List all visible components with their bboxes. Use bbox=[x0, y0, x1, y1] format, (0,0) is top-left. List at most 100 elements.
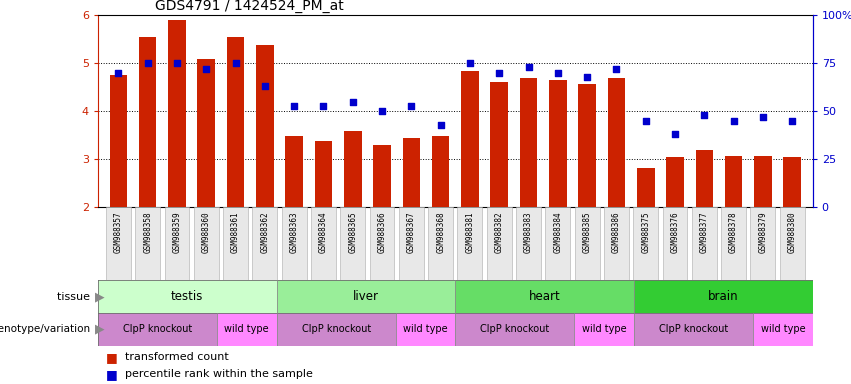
Text: ClpP knockout: ClpP knockout bbox=[480, 324, 550, 334]
Bar bbox=[277, 313, 396, 346]
FancyBboxPatch shape bbox=[780, 207, 805, 280]
FancyBboxPatch shape bbox=[633, 207, 658, 280]
Bar bbox=[520, 78, 537, 207]
FancyBboxPatch shape bbox=[545, 207, 570, 280]
Bar bbox=[634, 313, 753, 346]
FancyBboxPatch shape bbox=[164, 207, 190, 280]
Bar bbox=[574, 313, 634, 346]
Point bbox=[698, 112, 711, 118]
Text: GSM988379: GSM988379 bbox=[758, 211, 768, 253]
Text: GSM988358: GSM988358 bbox=[143, 211, 152, 253]
Bar bbox=[168, 20, 186, 207]
Point bbox=[580, 74, 594, 80]
Text: GSM988357: GSM988357 bbox=[114, 211, 123, 253]
Text: wild type: wild type bbox=[761, 324, 805, 334]
FancyBboxPatch shape bbox=[574, 207, 600, 280]
Point bbox=[785, 118, 799, 124]
Point bbox=[141, 60, 155, 66]
Point bbox=[522, 64, 535, 70]
FancyBboxPatch shape bbox=[663, 207, 688, 280]
Text: GSM988365: GSM988365 bbox=[348, 211, 357, 253]
Text: GSM988383: GSM988383 bbox=[524, 211, 533, 253]
Point bbox=[346, 99, 360, 105]
Text: GSM988363: GSM988363 bbox=[289, 211, 299, 253]
Bar bbox=[315, 141, 332, 207]
FancyBboxPatch shape bbox=[194, 207, 219, 280]
Text: GSM988361: GSM988361 bbox=[231, 211, 240, 253]
Text: brain: brain bbox=[708, 290, 739, 303]
FancyBboxPatch shape bbox=[106, 207, 131, 280]
Bar bbox=[98, 313, 217, 346]
Bar bbox=[277, 280, 455, 313]
Text: ▶: ▶ bbox=[95, 323, 105, 336]
Text: GSM988362: GSM988362 bbox=[260, 211, 270, 253]
Point bbox=[756, 114, 769, 120]
Point bbox=[288, 103, 301, 109]
Point bbox=[229, 60, 243, 66]
Bar bbox=[725, 156, 742, 207]
Text: wild type: wild type bbox=[403, 324, 448, 334]
Text: GSM988368: GSM988368 bbox=[436, 211, 445, 253]
Point bbox=[727, 118, 740, 124]
Text: GSM988386: GSM988386 bbox=[612, 211, 621, 253]
Bar bbox=[197, 59, 215, 207]
FancyBboxPatch shape bbox=[516, 207, 541, 280]
Bar bbox=[637, 168, 654, 207]
Text: GSM988382: GSM988382 bbox=[494, 211, 504, 253]
Point bbox=[434, 122, 448, 128]
Bar bbox=[461, 71, 479, 207]
Text: ClpP knockout: ClpP knockout bbox=[123, 324, 192, 334]
Bar bbox=[256, 45, 274, 207]
Point bbox=[493, 70, 506, 76]
FancyBboxPatch shape bbox=[399, 207, 424, 280]
Text: GSM988360: GSM988360 bbox=[202, 211, 211, 253]
Text: GSM988384: GSM988384 bbox=[553, 211, 563, 253]
Point bbox=[668, 131, 682, 137]
Bar bbox=[549, 80, 567, 207]
Text: ■: ■ bbox=[106, 351, 123, 364]
Text: GSM988377: GSM988377 bbox=[700, 211, 709, 253]
Text: GDS4791 / 1424524_PM_at: GDS4791 / 1424524_PM_at bbox=[155, 0, 344, 13]
Text: percentile rank within the sample: percentile rank within the sample bbox=[125, 369, 313, 379]
FancyBboxPatch shape bbox=[721, 207, 746, 280]
Bar bbox=[634, 280, 813, 313]
Bar bbox=[110, 75, 127, 207]
Text: GSM988366: GSM988366 bbox=[378, 211, 386, 253]
Bar bbox=[374, 145, 391, 207]
Bar bbox=[666, 157, 684, 207]
FancyBboxPatch shape bbox=[340, 207, 365, 280]
FancyBboxPatch shape bbox=[428, 207, 453, 280]
Point bbox=[609, 66, 623, 72]
FancyBboxPatch shape bbox=[487, 207, 511, 280]
FancyBboxPatch shape bbox=[282, 207, 306, 280]
Text: GSM988380: GSM988380 bbox=[788, 211, 797, 253]
Point bbox=[199, 66, 213, 72]
Point bbox=[639, 118, 653, 124]
FancyBboxPatch shape bbox=[751, 207, 775, 280]
Bar bbox=[226, 37, 244, 207]
Text: GSM988376: GSM988376 bbox=[671, 211, 679, 253]
Point bbox=[170, 60, 184, 66]
Text: GSM988381: GSM988381 bbox=[465, 211, 475, 253]
Bar bbox=[455, 280, 634, 313]
Text: heart: heart bbox=[528, 290, 561, 303]
Text: genotype/variation: genotype/variation bbox=[0, 324, 94, 334]
Bar bbox=[490, 82, 508, 207]
FancyBboxPatch shape bbox=[458, 207, 483, 280]
Bar bbox=[285, 136, 303, 207]
FancyBboxPatch shape bbox=[692, 207, 717, 280]
Text: GSM988375: GSM988375 bbox=[641, 211, 650, 253]
Point bbox=[258, 83, 271, 89]
Text: ■: ■ bbox=[106, 368, 123, 381]
Text: tissue: tissue bbox=[57, 291, 94, 302]
FancyBboxPatch shape bbox=[135, 207, 160, 280]
Point bbox=[317, 103, 330, 109]
Text: GSM988367: GSM988367 bbox=[407, 211, 416, 253]
Bar bbox=[579, 84, 596, 207]
Text: liver: liver bbox=[353, 290, 379, 303]
FancyBboxPatch shape bbox=[604, 207, 629, 280]
Bar bbox=[455, 313, 574, 346]
Bar bbox=[784, 157, 801, 207]
Text: GSM988359: GSM988359 bbox=[173, 211, 181, 253]
Bar bbox=[754, 156, 772, 207]
